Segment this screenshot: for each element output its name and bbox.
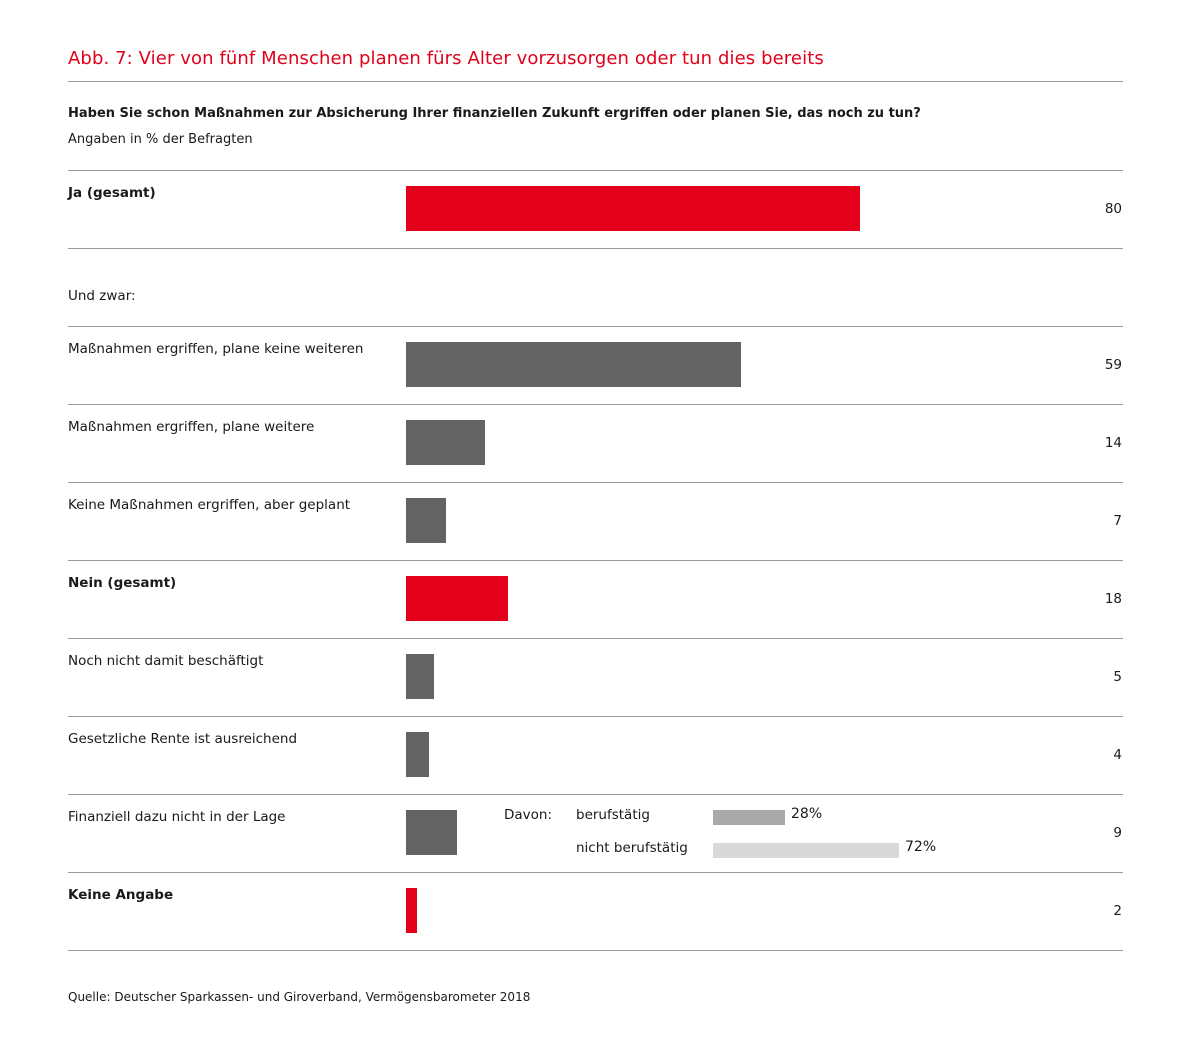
bar [406, 654, 434, 699]
breakdown-bar [713, 810, 785, 825]
row-separator [68, 716, 1123, 717]
value-label: 80 [1104, 201, 1122, 217]
breakdown-label: Davon: [504, 807, 553, 823]
row-separator [68, 404, 1123, 405]
value-label: 59 [1104, 357, 1122, 373]
value-label: 4 [1113, 747, 1122, 763]
bar [406, 810, 457, 855]
category-label: Ja (gesamt) [68, 185, 156, 201]
row-separator-bottom [68, 950, 1123, 951]
bar [406, 732, 429, 777]
chart-title: Abb. 7: Vier von fünf Menschen planen fü… [68, 48, 824, 69]
value-label: 7 [1113, 513, 1122, 529]
row-separator-top [68, 170, 1123, 171]
row-separator [68, 794, 1123, 795]
breakdown-value-label: 72% [905, 839, 937, 855]
category-label: Maßnahmen ergriffen, plane weitere [68, 419, 315, 435]
row-separator [68, 638, 1123, 639]
breakdown-value-label: 28% [791, 806, 823, 822]
breakdown-bar [713, 843, 899, 858]
row-separator [68, 560, 1123, 561]
bar [406, 420, 485, 465]
source-note: Quelle: Deutscher Sparkassen- und Girove… [68, 990, 531, 1004]
category-label: Maßnahmen ergriffen, plane keine weitere… [68, 341, 364, 357]
category-label: Keine Angabe [68, 887, 174, 903]
value-label: 14 [1104, 435, 1122, 451]
category-label: Nein (gesamt) [68, 575, 177, 591]
subheading: Und zwar: [68, 288, 136, 304]
question-text: Haben Sie schon Maßnahmen zur Absicherun… [68, 106, 921, 121]
breakdown-item-label: nicht berufstätig [576, 840, 688, 856]
row-separator [68, 326, 1123, 327]
bar [406, 342, 741, 387]
bar [406, 888, 417, 933]
category-label: Keine Maßnahmen ergriffen, aber geplant [68, 497, 351, 513]
row-separator [68, 248, 1123, 249]
row-separator [68, 872, 1123, 873]
bar [406, 576, 508, 621]
title-rule [68, 81, 1123, 82]
category-label: Noch nicht damit beschäftigt [68, 653, 264, 669]
bar [406, 186, 860, 231]
value-label: 18 [1104, 591, 1122, 607]
value-label: 5 [1113, 669, 1122, 685]
bar [406, 498, 446, 543]
value-label: 9 [1113, 825, 1122, 841]
category-label: Gesetzliche Rente ist ausreichend [68, 731, 298, 747]
row-separator [68, 482, 1123, 483]
breakdown-item-label: berufstätig [576, 807, 650, 823]
category-label: Finanziell dazu nicht in der Lage [68, 809, 286, 825]
unit-note: Angaben in % der Befragten [68, 132, 253, 147]
value-label: 2 [1113, 903, 1122, 919]
